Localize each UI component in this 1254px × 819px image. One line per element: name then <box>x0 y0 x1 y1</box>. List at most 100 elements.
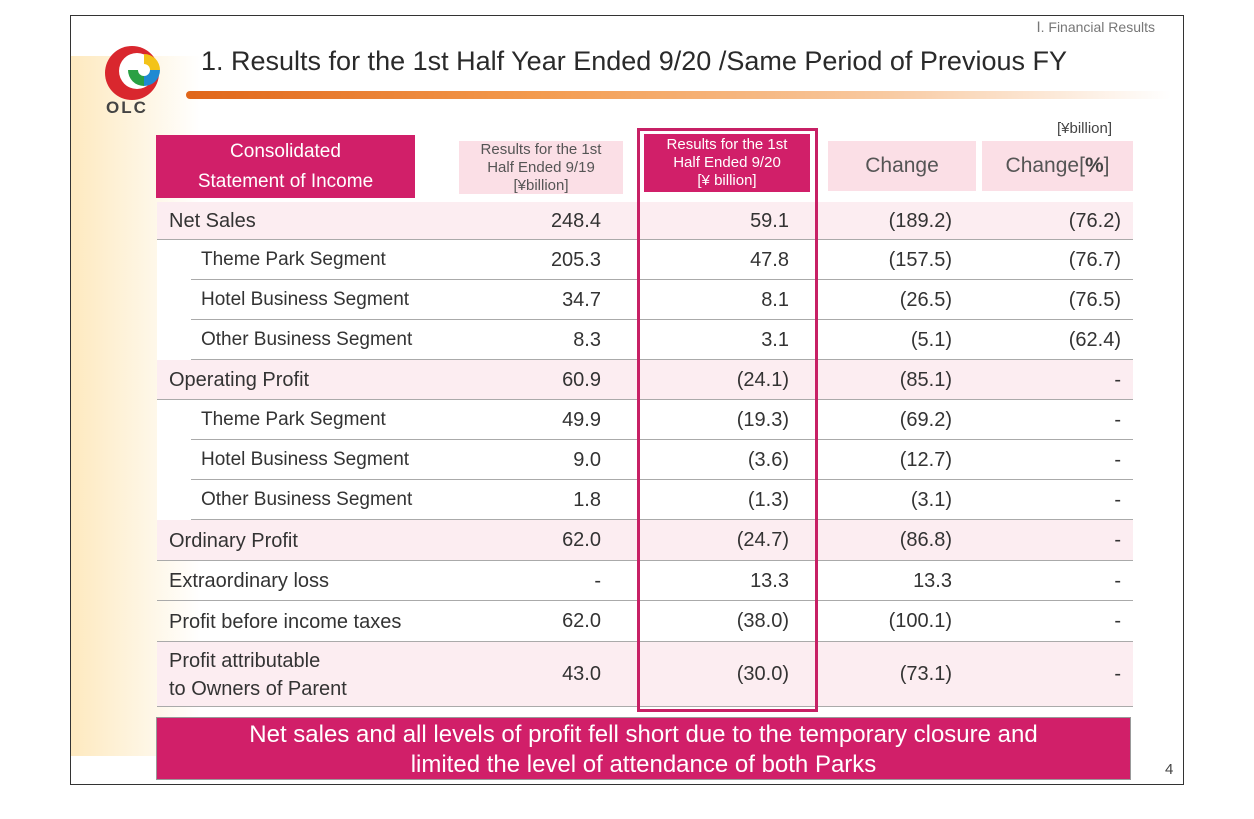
row-label: Profit before income taxes <box>169 610 402 633</box>
cell-prev: 1.8 <box>573 488 601 511</box>
table-row: Profit before income taxes 62.0 (38.0) (… <box>157 601 1133 642</box>
cell-curr: (30.0) <box>736 663 789 685</box>
row-label: Ordinary Profit <box>169 529 298 552</box>
cell-change: (12.7) <box>899 448 952 471</box>
table-row: Theme Park Segment 49.9 (19.3) (69.2) - <box>157 400 1133 440</box>
cell-curr: (38.0) <box>736 610 789 632</box>
row-label: Theme Park Segment <box>201 409 386 430</box>
cell-curr: 8.1 <box>761 288 789 311</box>
table-row: Hotel Business Segment 34.7 8.1 (26.5) (… <box>157 280 1133 320</box>
olc-logo-icon <box>105 46 160 100</box>
row-label-line1: Profit attributable <box>169 649 321 672</box>
cell-curr: (24.1) <box>736 368 789 391</box>
page-title: 1. Results for the 1st Half Year Ended 9… <box>201 46 1067 76</box>
table-row: Extraordinary loss - 13.3 13.3 - <box>157 561 1133 601</box>
table-row: Ordinary Profit 62.0 (24.7) (86.8) - <box>157 520 1133 561</box>
header-curr-results: Results for the 1st Half Ended 9/20 [¥ b… <box>644 134 810 192</box>
slide: Ⅰ. Financial Results OLC 1. Results for … <box>70 15 1184 785</box>
section-label: Ⅰ. Financial Results <box>1036 19 1155 35</box>
title-underline <box>186 91 1171 99</box>
table-row: Other Business Segment 8.3 3.1 (5.1) (62… <box>157 320 1133 360</box>
cell-change: (3.1) <box>910 488 952 511</box>
row-label: Operating Profit <box>169 369 310 391</box>
row-label: Other Business Segment <box>201 329 413 350</box>
header-prev-line2: Half Ended 9/19 <box>487 158 595 176</box>
page-number: 4 <box>1165 761 1174 778</box>
header-change: Change <box>828 141 976 191</box>
cell-change: (86.8) <box>899 529 952 551</box>
header-curr-line2: Half Ended 9/20 <box>673 154 781 171</box>
row-label: Extraordinary loss <box>169 570 330 592</box>
cell-change: (69.2) <box>899 408 952 431</box>
row-label: Other Business Segment <box>201 489 413 510</box>
cell-change: (5.1) <box>910 328 952 351</box>
row-label: Theme Park Segment <box>201 249 386 270</box>
cell-pct: (62.4) <box>1068 328 1121 351</box>
cell-prev: 8.3 <box>573 328 601 351</box>
table-row: Profit attributable to Owners of Parent … <box>157 642 1133 707</box>
table-row: Net Sales 248.4 59.1 (189.2) (76.2) <box>157 202 1133 240</box>
cell-change: 13.3 <box>913 569 952 592</box>
row-label: Hotel Business Segment <box>201 289 410 310</box>
cell-change: (100.1) <box>888 610 952 632</box>
cell-change: (26.5) <box>899 288 952 311</box>
header-curr-line3: [¥ billion] <box>697 172 757 189</box>
cell-pct: - <box>1114 448 1121 471</box>
cell-curr: (3.6) <box>747 448 789 471</box>
cell-curr: 3.1 <box>761 328 789 351</box>
cell-prev: 60.9 <box>562 368 601 391</box>
header-change-pct-prefix: Change[ <box>1005 154 1085 177</box>
cell-pct: - <box>1114 488 1121 511</box>
cell-pct: - <box>1114 529 1121 551</box>
table-row: Hotel Business Segment 9.0 (3.6) (12.7) … <box>157 440 1133 480</box>
cell-curr: 59.1 <box>750 209 789 232</box>
header-statement: Consolidated Statement of Income <box>156 135 415 198</box>
row-label: Hotel Business Segment <box>201 449 410 470</box>
header-change-pct-symbol: % <box>1084 154 1104 177</box>
header-curr-line1: Results for the 1st <box>666 136 788 153</box>
cell-pct: (76.5) <box>1068 288 1121 311</box>
cell-prev: 9.0 <box>573 448 601 471</box>
summary-banner: Net sales and all levels of profit fell … <box>156 717 1131 780</box>
cell-pct: - <box>1114 368 1121 391</box>
logo-text: OLC <box>106 98 148 117</box>
cell-change: (189.2) <box>888 209 952 232</box>
cell-pct: (76.7) <box>1068 248 1121 271</box>
header-prev-results: Results for the 1st Half Ended 9/19 [¥bi… <box>459 141 623 194</box>
cell-change: (73.1) <box>899 663 952 685</box>
cell-curr: 13.3 <box>750 569 789 592</box>
summary-line1: Net sales and all levels of profit fell … <box>249 721 1038 748</box>
cell-prev: 43.0 <box>562 663 601 685</box>
cell-prev: - <box>594 569 601 592</box>
row-label: Profit attributable to Owners of Parent <box>157 647 457 703</box>
header-change-pct-suffix: ] <box>1103 154 1110 177</box>
summary-line2: limited the level of attendance of both … <box>410 751 877 778</box>
header-prev-line1: Results for the 1st <box>480 140 602 158</box>
row-label-line2: to Owners of Parent <box>169 677 347 700</box>
income-statement-table: Net Sales 248.4 59.1 (189.2) (76.2) Them… <box>157 202 1133 707</box>
table-row: Theme Park Segment 205.3 47.8 (157.5) (7… <box>157 240 1133 280</box>
cell-pct: (76.2) <box>1068 209 1121 232</box>
row-label: Net Sales <box>169 210 256 232</box>
olc-logo <box>99 42 169 112</box>
cell-pct: - <box>1114 408 1121 431</box>
cell-pct: - <box>1114 569 1121 592</box>
table-row: Operating Profit 60.9 (24.1) (85.1) - <box>157 360 1133 400</box>
cell-prev: 62.0 <box>562 610 601 632</box>
cell-prev: 34.7 <box>562 288 601 311</box>
table-row: Other Business Segment 1.8 (1.3) (3.1) - <box>157 480 1133 520</box>
unit-label: [¥billion] <box>1057 120 1113 137</box>
cell-change: (157.5) <box>888 248 952 271</box>
cell-change: (85.1) <box>899 368 952 391</box>
cell-prev: 49.9 <box>562 408 601 431</box>
cell-pct: - <box>1114 610 1121 632</box>
header-statement-line2: Statement of Income <box>197 170 374 192</box>
cell-prev: 248.4 <box>550 209 601 232</box>
cell-prev: 62.0 <box>562 529 601 551</box>
header-statement-line1: Consolidated <box>230 140 341 162</box>
cell-curr: (19.3) <box>736 408 789 431</box>
header-change-pct: Change[%] <box>982 141 1133 191</box>
cell-pct: - <box>1114 663 1121 685</box>
header-prev-line3: [¥billion] <box>513 176 569 194</box>
cell-curr: (24.7) <box>736 529 789 551</box>
